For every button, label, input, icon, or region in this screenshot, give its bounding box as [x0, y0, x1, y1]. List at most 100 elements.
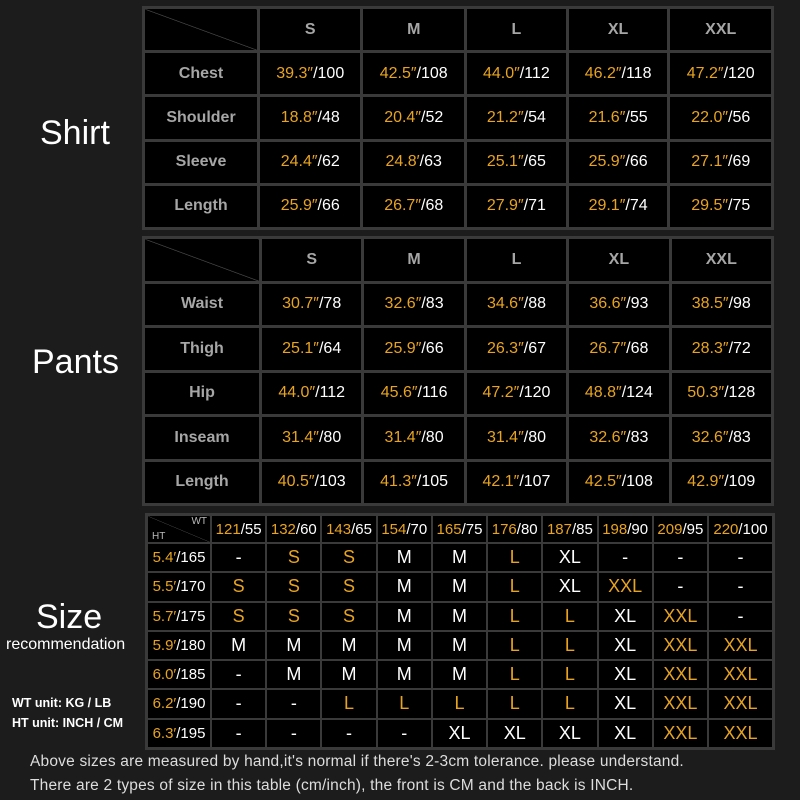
table-row: Chest 39.3″/100 42.5″/108 44.0″/112 46.2″/11… — [142, 50, 774, 98]
cm-value: /128 — [724, 384, 756, 402]
recommended-size: - — [209, 659, 268, 691]
size-header-xxl: XXL — [667, 5, 774, 54]
weight-kg: /100 — [738, 520, 768, 538]
cm-value: /64 — [318, 339, 342, 357]
measurement-cell: 32.6″/83 — [361, 280, 467, 328]
corner-cell — [142, 5, 260, 54]
cm-value: /80 — [523, 428, 546, 446]
recommended-size: - — [706, 600, 775, 632]
inch-value: 42.9″ — [687, 473, 725, 491]
measurement-cell: 31.4″/80 — [258, 414, 365, 462]
inch-value: 29.5″ — [691, 197, 729, 215]
inch-value: 39.3″ — [276, 64, 314, 82]
recommended-size: XL — [596, 600, 654, 632]
recommended-size: M — [265, 659, 323, 691]
weight-kg: /60 — [295, 520, 317, 538]
ht-unit-label: HT unit: INCH / CM — [12, 716, 124, 730]
size-header-l: L — [463, 236, 570, 284]
inch-value: 31.4″ — [282, 428, 319, 446]
height-header: 6.3′/195 — [145, 717, 212, 750]
measurement-cell: 38.5″/98 — [668, 280, 775, 328]
inch-value: 25.9″ — [588, 153, 626, 171]
height-cm: /170 — [176, 578, 206, 596]
row-label: Hip — [142, 369, 262, 417]
inch-value: 47.2″ — [686, 64, 724, 82]
cm-value: /68 — [421, 197, 444, 215]
inch-value: 18.8″ — [280, 108, 318, 126]
recommended-size: XL — [596, 659, 654, 691]
measurement-cell: 42.5″/108 — [360, 50, 467, 98]
recommended-size: XXL — [651, 629, 709, 662]
recommended-size: L — [541, 629, 599, 662]
measurement-cell: 32.6″/83 — [668, 414, 775, 462]
measurement-cell: 21.2″/54 — [463, 94, 569, 142]
measurement-cell: 27.9″/71 — [463, 182, 569, 231]
recommended-size: M — [209, 629, 268, 662]
recommended-size: - — [209, 717, 268, 750]
recommended-size: XL — [541, 541, 599, 574]
recommended-size: XL — [596, 629, 654, 662]
size-label: Size — [36, 598, 103, 636]
inch-value: 22.0″ — [691, 108, 729, 126]
measurement-cell: 29.5″/75 — [667, 182, 774, 231]
inch-value: 38.5″ — [691, 295, 729, 313]
recommended-size: - — [375, 717, 433, 750]
recommended-size: L — [320, 688, 378, 720]
recommended-size: L — [430, 688, 489, 720]
cm-value: /83 — [728, 428, 751, 446]
cm-value: /124 — [621, 384, 653, 402]
corner-cell — [142, 236, 262, 284]
recommended-size: S — [209, 571, 268, 603]
weight-kg: /65 — [351, 520, 372, 538]
cm-value: /65 — [523, 153, 546, 171]
recommended-size: M — [265, 629, 323, 662]
inch-value: 48.8″ — [584, 384, 622, 402]
inch-value: 42.5″ — [379, 64, 417, 82]
measurement-cell: 25.1″/65 — [463, 138, 569, 186]
measurement-cell: 44.0″/112 — [258, 369, 365, 417]
inch-value: 32.6″ — [589, 428, 627, 446]
cm-value: /107 — [519, 473, 551, 491]
inch-value: 27.9″ — [486, 197, 524, 215]
recommended-size: M — [375, 571, 433, 603]
inch-value: 25.1″ — [282, 339, 319, 357]
recommended-size: XXL — [651, 717, 709, 750]
cm-value: /63 — [419, 153, 442, 171]
recommended-size: M — [375, 629, 433, 662]
measurement-cell: 25.9″/66 — [565, 138, 671, 186]
measurement-cell: 45.6″/116 — [361, 369, 467, 417]
recommended-size: - — [320, 717, 378, 750]
measurement-cell: 42.5″/108 — [566, 458, 672, 506]
row-label: Thigh — [142, 325, 262, 373]
weight-kg: /85 — [572, 520, 593, 538]
measurement-cell: 26.3″/67 — [463, 325, 570, 373]
inch-value: 47.2″ — [482, 384, 520, 402]
inch-value: 26.7″ — [384, 197, 421, 215]
recommended-size: XL — [430, 717, 489, 750]
inch-value: 26.7″ — [589, 339, 627, 357]
measurement-cell: 29.1″/74 — [565, 182, 671, 231]
height-cm: /195 — [176, 724, 206, 742]
inch-value: 21.2″ — [486, 108, 524, 126]
cm-value: /105 — [416, 473, 449, 491]
cm-value: /71 — [523, 197, 546, 215]
measurement-cell: 22.0″/56 — [667, 94, 774, 142]
cm-value: /66 — [317, 197, 340, 215]
recommended-size: M — [320, 659, 378, 691]
weight-kg: /55 — [240, 520, 262, 538]
weight-kg: /80 — [516, 520, 538, 538]
size-header-m: M — [361, 236, 467, 284]
height-header: 6.2′/190 — [145, 688, 212, 720]
inch-value: 50.3″ — [687, 384, 725, 402]
row-label: Chest — [142, 50, 260, 98]
inch-value: 40.5″ — [277, 473, 315, 491]
recommended-size: M — [430, 629, 489, 662]
table-row: 6.3′/195- - - - XL XL XL XL XXL XXL — [145, 717, 775, 750]
height-ft: 5.5′ — [152, 578, 177, 596]
weight-kg: /90 — [627, 520, 649, 538]
recommendation-label: recommendation — [6, 636, 126, 653]
measurement-cell: 40.5″/103 — [258, 458, 365, 506]
recommended-size: M — [375, 541, 433, 574]
weight-lb: 220 — [713, 520, 739, 538]
cm-value: /67 — [523, 339, 546, 357]
